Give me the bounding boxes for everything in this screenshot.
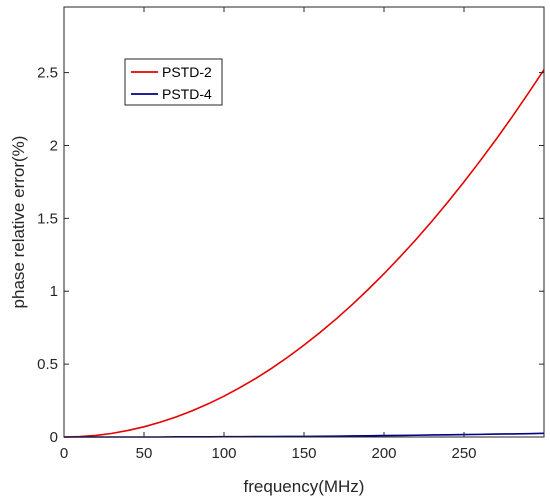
x-tick-label: 150 xyxy=(291,445,316,462)
y-tick-label: 1.5 xyxy=(37,210,58,227)
x-tick-label: 250 xyxy=(451,445,476,462)
legend-label-pstd-4: PSTD-4 xyxy=(162,86,212,102)
plot-frame xyxy=(63,6,545,438)
y-tick-label: 2.5 xyxy=(37,65,58,82)
x-tick-label: 0 xyxy=(60,445,68,462)
legend-box xyxy=(124,58,223,106)
axis-ticks: 0 50 100 150 200 250 0 0.5 1 1.5 2 2.5 xyxy=(37,7,544,462)
x-tick-label: 100 xyxy=(211,445,236,462)
series-line-pstd-2 xyxy=(63,69,545,438)
y-tick-label: 0.5 xyxy=(37,356,58,373)
x-tick-label: 50 xyxy=(136,445,153,462)
y-axis-title: phase relative error(%) xyxy=(9,136,28,309)
legend-label-pstd-2: PSTD-2 xyxy=(162,64,212,80)
y-tick-label: 2 xyxy=(50,137,58,154)
x-axis-title: frequency(MHz) xyxy=(244,477,365,496)
y-tick-label: 0 xyxy=(50,429,58,446)
legend: PSTD-2 PSTD-4 xyxy=(124,58,223,106)
y-tick-label: 1 xyxy=(50,283,58,300)
x-tick-label: 200 xyxy=(371,445,396,462)
